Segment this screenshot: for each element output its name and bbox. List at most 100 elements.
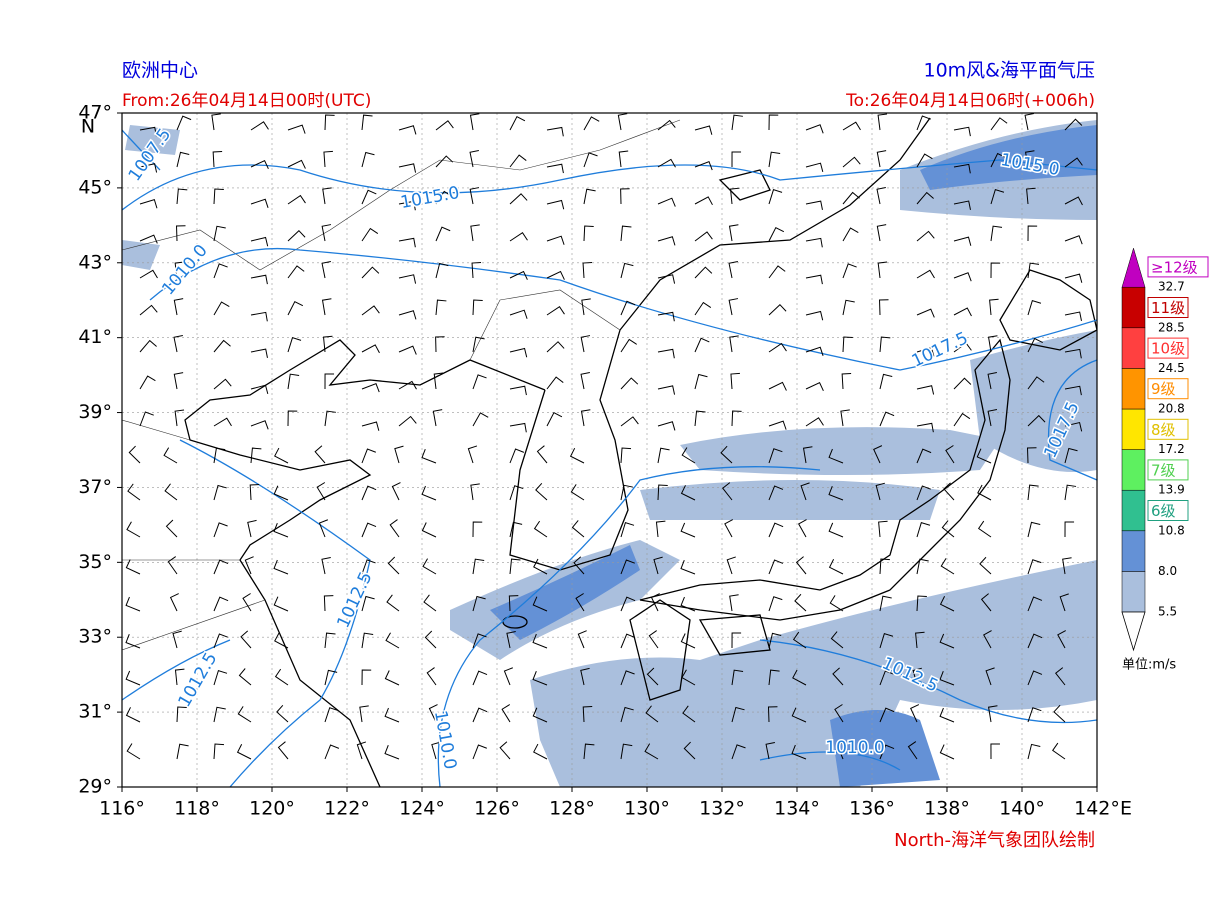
wind-barb	[472, 595, 486, 612]
lon-label: 142°	[1074, 798, 1120, 820]
wind-barb	[583, 152, 598, 168]
wind-barb	[509, 116, 526, 131]
wind-barb	[509, 485, 524, 501]
wind-barb	[398, 237, 416, 248]
wind-barb	[176, 151, 190, 168]
wind-barb	[620, 743, 633, 760]
wind-barb	[805, 200, 823, 211]
wind-barb	[1027, 300, 1042, 316]
wind-barb	[768, 381, 787, 391]
isobar-label: 1012.5	[333, 569, 376, 631]
wind-barb	[570, 484, 585, 501]
wind-barb	[139, 304, 158, 316]
wind-barb	[731, 669, 744, 686]
wind-barb	[546, 412, 563, 427]
wind-barb	[768, 114, 779, 131]
wind-barb	[316, 482, 326, 501]
wind-shading	[122, 120, 1097, 787]
colorbar-band	[1121, 286, 1146, 329]
wind-barb	[398, 163, 417, 173]
wind-barb	[694, 160, 713, 171]
wind-barb	[990, 262, 1001, 279]
wind-barb	[646, 667, 659, 686]
unit-label: 单位:m/s	[1122, 658, 1176, 673]
lon-label: 130°	[624, 798, 670, 820]
wind-barb	[767, 706, 778, 723]
from-time: From:26年04月14日00时(UTC)	[122, 91, 371, 111]
wind-barb	[805, 310, 824, 321]
wind-barb	[765, 742, 775, 760]
wind-barb	[213, 188, 224, 205]
wind-barb	[877, 261, 888, 279]
wind-barb	[805, 274, 823, 285]
wind-barb	[1027, 670, 1043, 686]
wind-barb	[394, 445, 404, 464]
wind-barb	[569, 447, 585, 464]
wind-barb	[768, 265, 786, 279]
wind-barb	[435, 262, 449, 279]
wind-barb	[359, 705, 369, 723]
wind-barb	[398, 380, 417, 390]
wind-barb	[323, 150, 333, 168]
wind-barb	[575, 593, 585, 612]
wind-barb	[173, 372, 184, 390]
wind-barb	[916, 347, 935, 357]
wind-barb	[729, 594, 739, 612]
lon-label: 118°	[174, 798, 220, 820]
wind-barb	[681, 669, 696, 686]
wind-barb	[509, 154, 527, 168]
wind-barb	[467, 445, 478, 464]
wind-barb	[1027, 337, 1043, 353]
wind-barb	[620, 559, 635, 575]
wind-barb	[876, 187, 886, 205]
wind-barb	[879, 373, 893, 390]
wind-barb	[768, 448, 783, 464]
wind-barb	[422, 558, 437, 575]
wind-barb	[470, 483, 480, 501]
wind-barb	[583, 743, 595, 760]
isobar-label: 1010.0	[158, 241, 212, 299]
wind-barb	[620, 225, 632, 242]
wind-barb	[1064, 196, 1083, 206]
colorbar-value: 17.2	[1158, 442, 1185, 456]
wind-barb	[768, 189, 783, 205]
wind-barb	[176, 115, 192, 131]
colorbar-value: 13.9	[1158, 483, 1185, 497]
wind-barb	[915, 631, 925, 649]
lat-label: 47°	[78, 102, 112, 124]
colorbar-top	[1121, 247, 1146, 288]
wind-barb	[879, 744, 895, 760]
wind-barb	[722, 482, 733, 501]
wind-barb	[509, 193, 528, 205]
wind-barb	[580, 409, 591, 427]
wind-barb	[398, 125, 417, 135]
wind-barb	[169, 593, 179, 612]
wind-barb	[435, 120, 454, 131]
wind-barb	[916, 269, 935, 279]
wind-barb	[805, 382, 824, 392]
wind-barb	[875, 482, 885, 501]
wind-barb	[910, 704, 920, 723]
wind-barb	[428, 704, 438, 723]
wind-barb	[680, 596, 696, 612]
wind-barb	[829, 595, 844, 612]
wind-barb	[469, 113, 480, 131]
wind-barb	[384, 744, 400, 760]
grade-box	[1147, 500, 1189, 521]
wind-barb	[213, 633, 228, 649]
wind-barb	[126, 521, 141, 538]
wind-barb	[768, 420, 787, 430]
wind-barb	[879, 707, 895, 723]
grade-box	[1147, 459, 1189, 481]
wind-barb	[1059, 593, 1069, 612]
wind-barb	[916, 385, 935, 395]
wind-barb	[250, 348, 268, 359]
wind-barb	[916, 485, 931, 501]
wind-barb	[398, 200, 416, 211]
wind-barb	[836, 741, 846, 760]
wind-barb	[916, 153, 933, 168]
wind-barb	[273, 522, 289, 538]
wind-barb	[509, 448, 525, 464]
wind-barb	[356, 741, 367, 760]
